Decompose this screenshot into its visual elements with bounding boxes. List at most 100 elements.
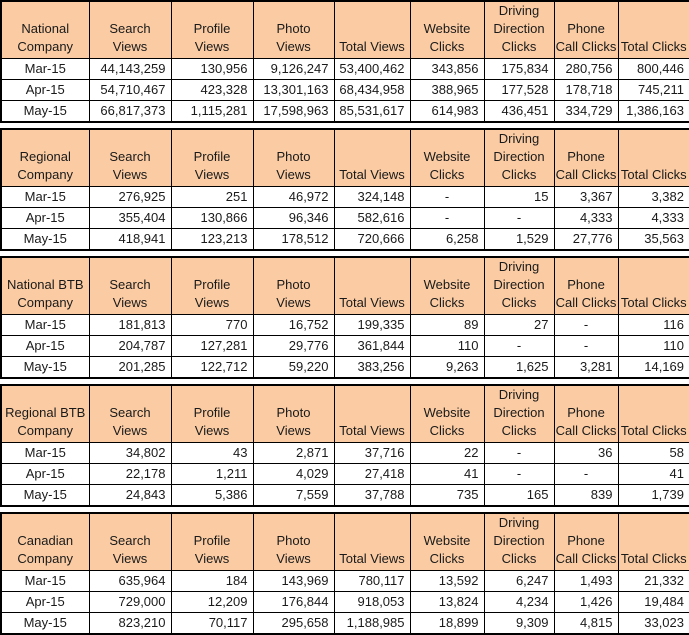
value-cell[interactable]: 27 [483,314,555,336]
column-header[interactable]: Photo Views [252,256,335,315]
value-cell[interactable]: 3,281 [553,356,619,379]
value-cell[interactable]: 1,625 [483,356,555,379]
value-cell[interactable]: 4,333 [617,207,689,229]
value-cell[interactable]: 280,756 [553,58,619,80]
value-cell[interactable]: - [553,314,619,336]
value-cell[interactable]: 177,528 [483,79,555,101]
column-header[interactable]: Driving Direction Clicks [483,384,555,443]
column-header[interactable]: Phone Call Clicks [553,512,619,571]
month-cell[interactable]: Apr-15 [0,207,90,229]
value-cell[interactable]: 4,333 [553,207,619,229]
month-cell[interactable]: Mar-15 [0,58,90,80]
value-cell[interactable]: 276,925 [88,186,172,208]
column-header[interactable]: Photo Views [252,512,335,571]
value-cell[interactable]: 22,178 [88,463,172,485]
value-cell[interactable]: - [483,335,555,357]
column-header[interactable]: Website Clicks [409,256,485,315]
value-cell[interactable]: 37,788 [333,484,411,507]
column-header[interactable]: Photo Views [252,128,335,187]
value-cell[interactable]: 1,493 [553,570,619,592]
column-header[interactable]: Website Clicks [409,0,485,59]
column-header[interactable]: Search Views [88,512,172,571]
value-cell[interactable]: 27,776 [553,228,619,251]
month-cell[interactable]: Mar-15 [0,570,90,592]
column-header[interactable]: Total Views [333,0,411,59]
value-cell[interactable]: 13,301,163 [252,79,335,101]
value-cell[interactable]: 780,117 [333,570,411,592]
month-cell[interactable]: Apr-15 [0,335,90,357]
value-cell[interactable]: 18,899 [409,612,485,635]
month-cell[interactable]: Apr-15 [0,79,90,101]
value-cell[interactable]: 41 [409,463,485,485]
value-cell[interactable]: 54,710,467 [88,79,172,101]
column-header[interactable]: Driving Direction Clicks [483,512,555,571]
month-cell[interactable]: Mar-15 [0,442,90,464]
value-cell[interactable]: 436,451 [483,100,555,123]
value-cell[interactable]: 130,956 [170,58,254,80]
column-header[interactable]: Profile Views [170,128,254,187]
column-header[interactable]: Profile Views [170,0,254,59]
month-cell[interactable]: May-15 [0,100,90,123]
value-cell[interactable]: 130,866 [170,207,254,229]
value-cell[interactable]: 53,400,462 [333,58,411,80]
company-name-header[interactable]: Regional BTB Company [0,384,90,443]
value-cell[interactable]: 1,426 [553,591,619,613]
value-cell[interactable]: 175,834 [483,58,555,80]
column-header[interactable]: Total Views [333,256,411,315]
column-header[interactable]: Search Views [88,0,172,59]
month-cell[interactable]: Mar-15 [0,186,90,208]
value-cell[interactable]: 165 [483,484,555,507]
column-header[interactable]: Total Views [333,512,411,571]
value-cell[interactable]: - [483,442,555,464]
column-header[interactable]: Phone Call Clicks [553,384,619,443]
value-cell[interactable]: 2,871 [252,442,335,464]
value-cell[interactable]: 635,964 [88,570,172,592]
column-header[interactable]: Search Views [88,128,172,187]
value-cell[interactable]: 13,824 [409,591,485,613]
column-header[interactable]: Profile Views [170,384,254,443]
value-cell[interactable]: 720,666 [333,228,411,251]
month-cell[interactable]: May-15 [0,612,90,635]
value-cell[interactable]: - [409,186,485,208]
value-cell[interactable]: 1,386,163 [617,100,689,123]
value-cell[interactable]: 1,739 [617,484,689,507]
value-cell[interactable]: 184 [170,570,254,592]
value-cell[interactable]: 423,328 [170,79,254,101]
value-cell[interactable]: 176,844 [252,591,335,613]
value-cell[interactable]: 22 [409,442,485,464]
value-cell[interactable]: 9,309 [483,612,555,635]
value-cell[interactable]: 1,188,985 [333,612,411,635]
column-header[interactable]: Total Views [333,128,411,187]
value-cell[interactable]: 43 [170,442,254,464]
value-cell[interactable]: 4,815 [553,612,619,635]
value-cell[interactable]: - [483,463,555,485]
value-cell[interactable]: 44,143,259 [88,58,172,80]
value-cell[interactable]: 204,787 [88,335,172,357]
value-cell[interactable]: 1,529 [483,228,555,251]
column-header[interactable]: Photo Views [252,384,335,443]
value-cell[interactable]: 89 [409,314,485,336]
column-header[interactable]: Total Clicks [617,128,689,187]
value-cell[interactable]: 4,029 [252,463,335,485]
column-header[interactable]: Profile Views [170,256,254,315]
value-cell[interactable]: 1,211 [170,463,254,485]
column-header[interactable]: Total Clicks [617,384,689,443]
value-cell[interactable]: - [483,207,555,229]
value-cell[interactable]: 59,220 [252,356,335,379]
month-cell[interactable]: May-15 [0,356,90,379]
value-cell[interactable]: 66,817,373 [88,100,172,123]
value-cell[interactable]: 181,813 [88,314,172,336]
value-cell[interactable]: 14,169 [617,356,689,379]
column-header[interactable]: Phone Call Clicks [553,128,619,187]
value-cell[interactable]: 41 [617,463,689,485]
value-cell[interactable]: 3,367 [553,186,619,208]
month-cell[interactable]: May-15 [0,484,90,507]
value-cell[interactable]: 7,559 [252,484,335,507]
value-cell[interactable]: - [553,463,619,485]
value-cell[interactable]: 918,053 [333,591,411,613]
value-cell[interactable]: 143,969 [252,570,335,592]
value-cell[interactable]: 582,616 [333,207,411,229]
column-header[interactable]: Profile Views [170,512,254,571]
value-cell[interactable]: 800,446 [617,58,689,80]
column-header[interactable]: Phone Call Clicks [553,256,619,315]
